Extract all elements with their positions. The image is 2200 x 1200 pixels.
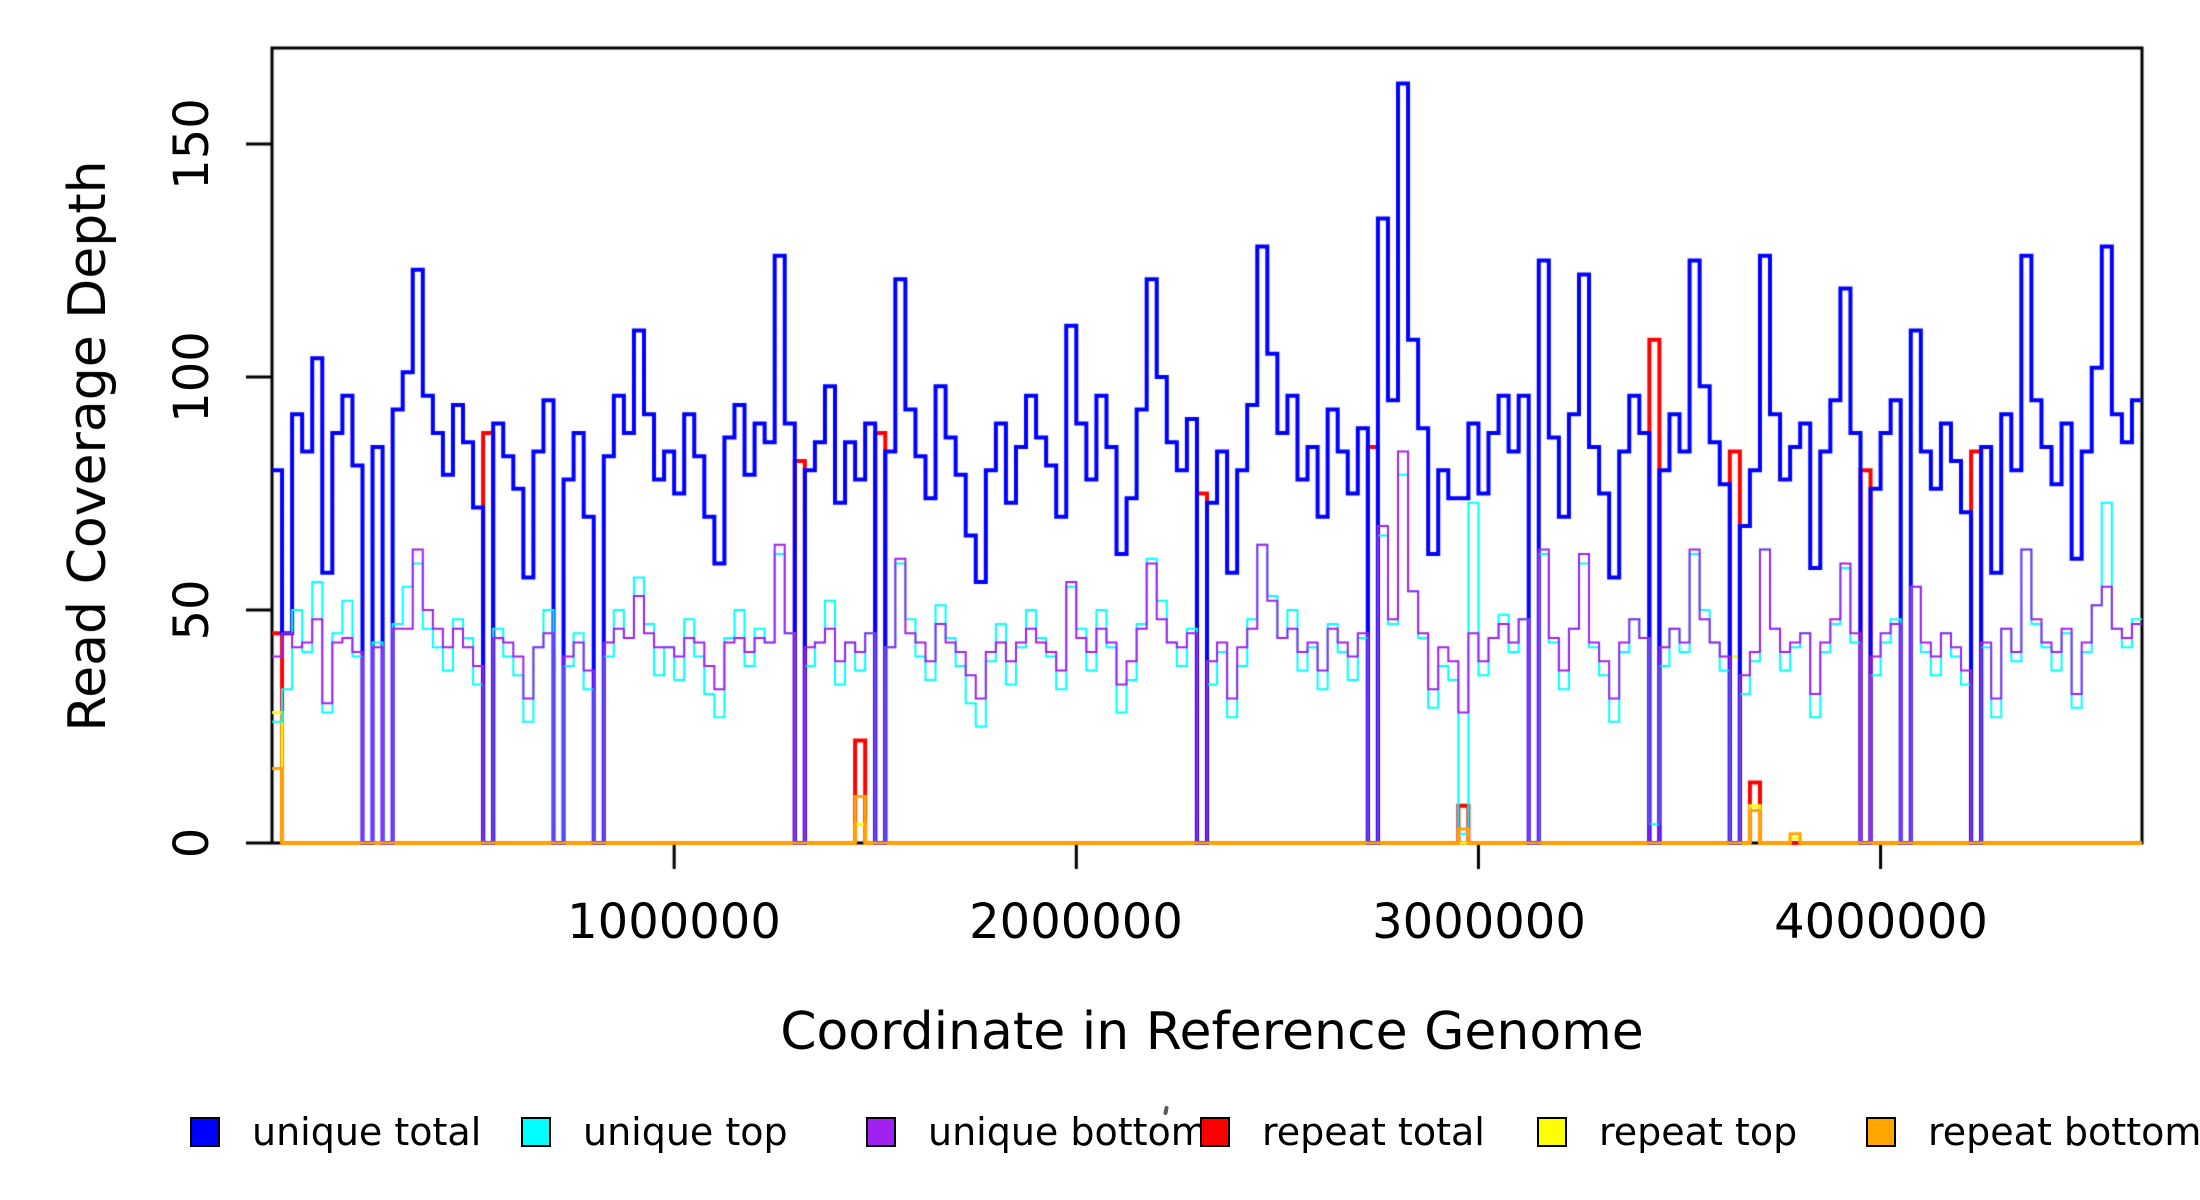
y-tick-label-100: 100: [164, 331, 220, 423]
legend-swatch-repeat-total-icon: [1200, 1117, 1230, 1147]
x-tick-label-4000000: 4000000: [1774, 894, 1988, 950]
x-tick-label-2000000: 2000000: [969, 894, 1183, 950]
y-tick-label-0: 0: [164, 827, 220, 859]
legend-label-repeat-bottom: repeat bottom: [1928, 1110, 2200, 1154]
legend-swatch-repeat-top-icon: [1537, 1117, 1567, 1147]
legend-item-repeat-top: repeat top: [1537, 1110, 1798, 1154]
y-tick-label-150: 150: [164, 98, 220, 190]
x-tick-label-1000000: 1000000: [567, 894, 781, 950]
y-axis-title: Read Coverage Depth: [58, 160, 118, 732]
legend-label-unique-bottom: unique bottom: [928, 1110, 1208, 1154]
legend-label-unique-top: unique top: [583, 1110, 788, 1154]
legend-label-unique-total: unique total: [252, 1110, 482, 1154]
legend-item-unique-bottom: unique bottom: [866, 1110, 1208, 1154]
legend-swatch-unique-top-icon: [521, 1117, 551, 1147]
legend-label-repeat-total: repeat total: [1262, 1110, 1485, 1154]
legend-swatch-unique-total-icon: [190, 1117, 220, 1147]
y-tick-label-50: 50: [164, 579, 220, 641]
legend-swatch-unique-bottom-icon: [866, 1117, 896, 1147]
legend-label-repeat-top: repeat top: [1599, 1110, 1798, 1154]
legend-item-unique-total: unique total: [190, 1110, 482, 1154]
x-axis-title: Coordinate in Reference Genome: [780, 1002, 1644, 1062]
legend-item-repeat-total: repeat total: [1200, 1110, 1485, 1154]
x-tick-label-3000000: 3000000: [1372, 894, 1586, 950]
legend-item-repeat-bottom: repeat bottom: [1866, 1110, 2200, 1154]
legend-item-unique-top: unique top: [521, 1110, 788, 1154]
legend-swatch-repeat-bottom-icon: [1866, 1117, 1896, 1147]
